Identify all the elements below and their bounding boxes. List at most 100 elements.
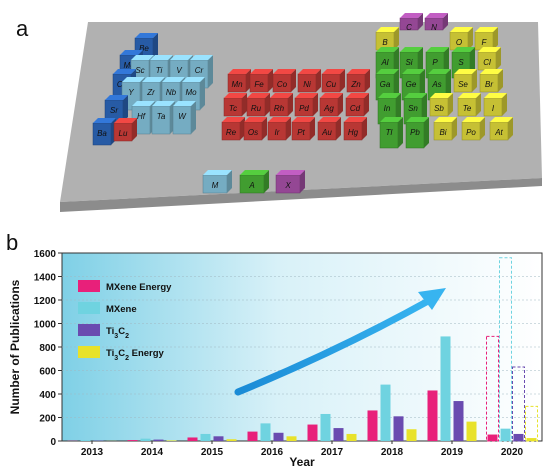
element-tile-Cd: Cd xyxy=(345,93,369,117)
y-tick-label: 1000 xyxy=(34,320,57,331)
element-symbol: Ba xyxy=(97,129,107,138)
y-axis-title: Number of Publications xyxy=(8,279,22,414)
x-tick-label: 2020 xyxy=(501,447,524,458)
element-symbol: Mn xyxy=(231,80,243,89)
element-tile-I: I xyxy=(483,93,507,117)
element-symbol: Ti xyxy=(156,66,163,75)
element-symbol: Pb xyxy=(410,128,420,137)
element-symbol: Si xyxy=(405,58,412,67)
element-tile-Rh: Rh xyxy=(269,93,293,117)
element-symbol: Br xyxy=(485,80,493,89)
element-symbol: F xyxy=(482,38,488,47)
bar-mxene-2019 xyxy=(440,336,451,441)
element-symbol: In xyxy=(384,104,391,113)
projected-bar-ti3c2-energy xyxy=(525,405,538,442)
element-tile-Mn: Mn xyxy=(227,69,251,93)
bar-mxene-energy-2016 xyxy=(247,431,258,441)
element-symbol: O xyxy=(456,38,462,47)
element-symbol: Be xyxy=(139,44,149,53)
element-symbol: S xyxy=(458,58,464,67)
element-tile-M: M xyxy=(202,170,232,194)
element-tile-Re: Re xyxy=(221,117,245,141)
element-symbol: V xyxy=(176,66,182,75)
bar-ti3c2-energy-2016 xyxy=(286,436,297,441)
element-symbol: Al xyxy=(380,58,388,67)
element-symbol: X xyxy=(284,181,291,190)
publications-bar-chart: 0 200 400 600 800 1000 1200 1400 1600 2013 2014 20… xyxy=(8,249,543,469)
element-symbol: N xyxy=(431,23,437,32)
legend-label: Ti3C2 Energy xyxy=(106,348,165,362)
element-symbol: Ir xyxy=(275,128,280,137)
element-tile-Lu: Lu xyxy=(113,118,137,142)
x-tick-label: 2015 xyxy=(201,447,224,458)
element-tile-Os: Os xyxy=(243,117,267,141)
bar-mxene-2014 xyxy=(140,438,151,441)
bar-ti3c2-energy-2017 xyxy=(346,433,357,441)
element-symbol: Ru xyxy=(251,104,262,113)
element-tile-N: N xyxy=(424,13,448,32)
bar-ti3c2-energy-2020 xyxy=(526,438,537,441)
element-symbol: B xyxy=(382,38,388,47)
element-symbol: I xyxy=(492,104,495,113)
element-symbol: Re xyxy=(226,128,237,137)
bar-mxene-energy-2018 xyxy=(367,410,378,441)
element-symbol: Pd xyxy=(299,104,309,113)
element-tile-Pd: Pd xyxy=(294,93,318,117)
bar-mxene-energy-2017 xyxy=(307,424,318,441)
element-symbol: Lu xyxy=(119,129,128,138)
bar-ti3c2-2018 xyxy=(393,416,404,441)
element-tile-C: C xyxy=(399,13,423,32)
legend-label: MXene Energy xyxy=(106,282,172,293)
element-symbol: Sn xyxy=(408,104,418,113)
legend-swatch xyxy=(78,346,100,358)
element-symbol: As xyxy=(431,80,441,89)
element-tile-Bi: Bi xyxy=(433,117,457,141)
element-symbol: Zn xyxy=(350,80,361,89)
element-tile-Ir: Ir xyxy=(267,117,291,141)
element-symbol: A xyxy=(248,181,254,190)
element-tile-O: O xyxy=(449,27,473,51)
x-tick-label: 2018 xyxy=(381,447,404,458)
element-tile-Br: Br xyxy=(479,69,503,93)
bar-ti3c2-2014 xyxy=(153,439,164,441)
element-symbol: Ga xyxy=(380,80,391,89)
legend-label: MXene xyxy=(106,304,137,315)
element-tile-Po: Po xyxy=(461,117,485,141)
x-tick-label: 2016 xyxy=(261,447,284,458)
element-tile-At: At xyxy=(489,117,513,141)
panel-label-a: a xyxy=(16,16,29,41)
bar-ti3c2-2017 xyxy=(333,428,344,441)
bar-mxene-2020 xyxy=(500,428,511,441)
element-symbol: Ge xyxy=(406,80,417,89)
element-symbol: Mo xyxy=(185,88,197,97)
element-symbol: Os xyxy=(248,128,258,137)
x-tick-label: 2017 xyxy=(321,447,344,458)
element-tile-X: X xyxy=(275,170,305,194)
element-tile-Tc: Tc xyxy=(223,93,247,117)
element-symbol: Ta xyxy=(157,112,166,121)
x-tick-label: 2014 xyxy=(141,447,164,458)
element-symbol: Pt xyxy=(297,128,305,137)
bar-ti3c2-energy-2018 xyxy=(406,429,417,441)
element-symbol: Nb xyxy=(166,88,177,97)
y-tick-label: 0 xyxy=(50,437,56,448)
element-symbol: Fe xyxy=(254,80,264,89)
element-symbol: Te xyxy=(463,104,472,113)
x-tick-label: 2013 xyxy=(81,447,104,458)
element-tile-Zn: Zn xyxy=(346,69,370,93)
y-tick-label: 200 xyxy=(39,414,56,425)
projected-bar-mxene-energy xyxy=(486,335,499,442)
element-tile-Au: Au xyxy=(317,117,341,141)
trend-arrow xyxy=(234,296,434,396)
element-symbol: Po xyxy=(466,128,476,137)
bar-mxene-2017 xyxy=(320,413,331,441)
element-tile-Ag: Ag xyxy=(319,93,343,117)
bar-ti3c2-energy-2015 xyxy=(226,439,237,441)
element-tile-Ni: Ni xyxy=(297,69,321,93)
element-symbol: Cr xyxy=(195,66,204,75)
element-symbol: Zr xyxy=(146,88,155,97)
y-tick-label: 400 xyxy=(39,390,56,401)
x-tick-label: 2019 xyxy=(441,447,464,458)
bar-mxene-energy-2020 xyxy=(487,434,498,441)
